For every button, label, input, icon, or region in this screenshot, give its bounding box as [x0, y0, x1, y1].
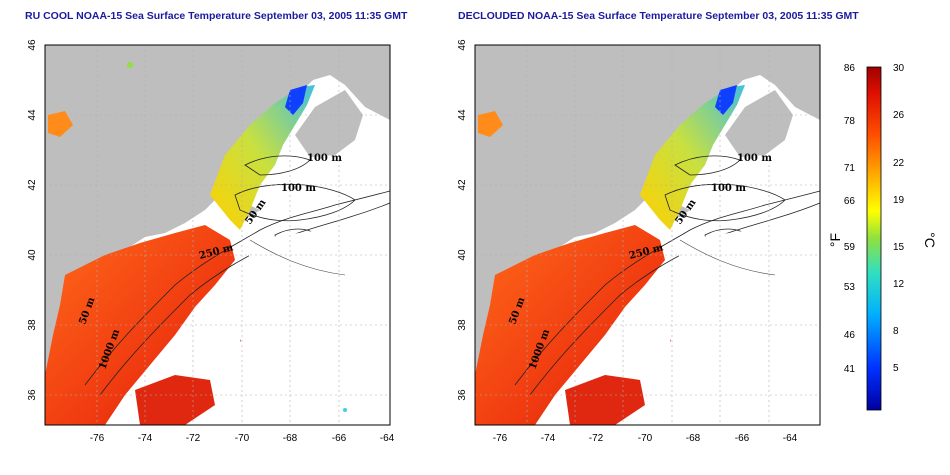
- fahrenheit-tick: 71: [844, 163, 856, 174]
- lon-tick: -70: [638, 433, 653, 444]
- lon-tick: -70: [235, 433, 250, 444]
- fahrenheit-tick: 59: [844, 242, 856, 253]
- lon-tick: -68: [283, 433, 298, 444]
- lon-tick: -76: [90, 433, 105, 444]
- lat-tick: 36: [457, 389, 468, 401]
- lon-tick: -72: [589, 433, 604, 444]
- lat-tick: 36: [27, 389, 38, 401]
- lon-tick: -64: [783, 433, 798, 444]
- celsius-scale: 30 26 22 19 15 12 8 5 °C: [893, 63, 938, 374]
- lon-tick: -72: [186, 433, 201, 444]
- fahrenheit-unit: °F: [827, 233, 843, 247]
- lat-tick: 40: [457, 249, 468, 261]
- celsius-tick: 19: [893, 195, 905, 206]
- left-map-title: RU COOL NOAA-15 Sea Surface Temperature …: [25, 10, 408, 22]
- temperature-colorbar: 86 78 71 66 59 53 46 41 °F 30 26 22 19 1…: [827, 63, 938, 411]
- celsius-tick: 5: [893, 363, 899, 374]
- lat-tick: 42: [27, 179, 38, 191]
- fahrenheit-tick: 66: [844, 196, 856, 207]
- lat-tick: 44: [457, 109, 468, 121]
- right-lat-axis: 46 44 42 40 38 36: [457, 39, 468, 401]
- contour-label-1: 100 m: [307, 153, 342, 164]
- fahrenheit-tick: 78: [844, 116, 856, 127]
- right-map-panel: 100 m 100 m 50 m 250 m 50 m 1000 m -76 -…: [457, 39, 821, 444]
- contour-label-1: 100 m: [737, 153, 772, 164]
- lat-tick: 38: [27, 319, 38, 331]
- lon-tick: -68: [686, 433, 701, 444]
- lon-tick: -66: [735, 433, 750, 444]
- fahrenheit-tick: 86: [844, 63, 856, 74]
- fahrenheit-tick: 41: [844, 364, 856, 375]
- offshore-warm-patch: [48, 111, 73, 137]
- celsius-tick: 26: [893, 110, 905, 121]
- colorbar-gradient: [866, 66, 882, 411]
- right-map-title: DECLOUDED NOAA-15 Sea Surface Temperatur…: [458, 10, 859, 22]
- lat-tick: 38: [457, 319, 468, 331]
- lat-tick: 46: [457, 39, 468, 51]
- celsius-tick: 15: [893, 242, 905, 253]
- left-map-panel: 100 m 100 m 50 m 250 m 50 m 1000 m -76 -…: [27, 39, 395, 444]
- fahrenheit-tick: 53: [844, 282, 856, 293]
- lon-tick: -74: [138, 433, 153, 444]
- celsius-tick: 30: [893, 63, 905, 74]
- offshore-warm-patch: [478, 111, 503, 137]
- left-lon-axis: -76 -74 -72 -70 -68 -66 -64: [90, 433, 395, 444]
- fahrenheit-tick: 46: [844, 330, 856, 341]
- lat-tick: 46: [27, 39, 38, 51]
- right-lon-axis: -76 -74 -72 -70 -68 -66 -64: [493, 433, 798, 444]
- lat-tick: 40: [27, 249, 38, 261]
- left-lat-axis: 46 44 42 40 38 36: [27, 39, 38, 401]
- celsius-tick: 22: [893, 158, 905, 169]
- celsius-tick: 8: [893, 326, 899, 337]
- contour-label-2: 100 m: [281, 183, 316, 194]
- celsius-tick: 12: [893, 279, 905, 290]
- lon-tick: -74: [541, 433, 556, 444]
- fahrenheit-scale: 86 78 71 66 59 53 46 41 °F: [827, 63, 855, 375]
- lon-tick: -64: [380, 433, 395, 444]
- lon-tick: -66: [332, 433, 347, 444]
- lon-tick: -76: [493, 433, 508, 444]
- celsius-unit: °C: [922, 232, 938, 248]
- lat-tick: 44: [27, 109, 38, 121]
- lat-tick: 42: [457, 179, 468, 191]
- contour-label-2: 100 m: [711, 183, 746, 194]
